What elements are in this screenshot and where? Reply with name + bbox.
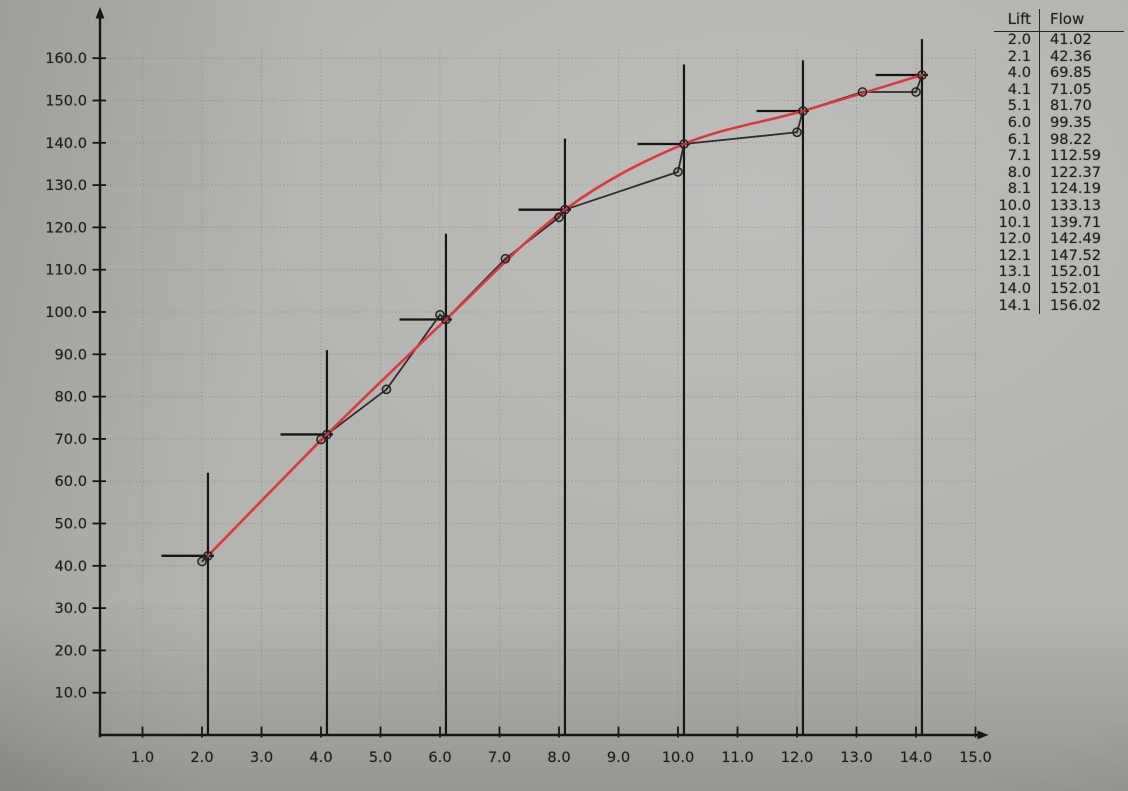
lift-flow-table-grid: Lift Flow 2.0 41.02 2.1 42.36 4.0 69.85 4.1 71.05…: [994, 9, 1124, 315]
x-axis-tick-label: 15.0: [959, 749, 992, 766]
data-point-marker: [792, 127, 802, 138]
data-point-marker: [911, 87, 921, 97]
x-axis-tick-label: 6.0: [428, 749, 451, 766]
x-axis-tick-label: 3.0: [250, 749, 273, 766]
lift-value: 4.0: [994, 65, 1040, 82]
lift-value: 8.0: [994, 164, 1040, 182]
y-axis-tick-label: 30.0: [55, 600, 88, 617]
data-point-marker: [679, 139, 689, 149]
flow-value: 71.05: [1050, 80, 1092, 98]
y-axis-tick-label: 150.0: [45, 93, 87, 110]
y-axis-tick-label: 120.0: [45, 219, 87, 236]
x-axis-tick-label: 8.0: [547, 749, 570, 766]
data-point-marker: [441, 314, 451, 325]
flow-column-header: Flow: [1040, 9, 1124, 32]
y-axis-tick-label: 110.0: [45, 262, 87, 279]
data-point-marker: [203, 550, 213, 561]
data-point-marker: [316, 434, 326, 445]
lift-value: 8.1: [994, 181, 1040, 198]
flow-value: 42.36: [1050, 47, 1092, 65]
data-point-marker: [554, 212, 564, 223]
flow-value: 112.59: [1050, 147, 1102, 165]
x-axis-tick-label: 7.0: [488, 749, 511, 766]
data-point-marker: [917, 70, 927, 80]
y-axis-tick-label: 100.0: [45, 304, 87, 321]
flow-value: 81.70: [1050, 97, 1092, 115]
y-axis-tick-label: 80.0: [55, 389, 88, 406]
flow-value: 139.71: [1050, 213, 1102, 231]
lift-value: 6.0: [994, 114, 1040, 132]
data-point-marker: [560, 204, 570, 215]
data-point-marker: [322, 429, 332, 440]
lift-value: 2.0: [994, 31, 1040, 49]
y-axis-tick-label: 160.0: [45, 50, 87, 67]
data-point-marker: [673, 167, 683, 177]
lift-value: 10.0: [994, 197, 1040, 215]
flow-value: 142.49: [1050, 230, 1102, 248]
lift-value: 12.0: [994, 231, 1040, 248]
lift-value: 4.1: [994, 81, 1040, 99]
flow-value: 152.01: [1050, 263, 1102, 281]
data-point-marker: [500, 253, 511, 264]
lift-value: 2.1: [994, 48, 1040, 66]
y-axis-arrow: [95, 7, 105, 19]
data-point-marker: [381, 384, 392, 395]
x-axis-tick-label: 13.0: [840, 749, 873, 766]
x-axis-tick-label: 9.0: [607, 749, 630, 766]
x-axis-tick-label: 2.0: [190, 749, 213, 766]
y-axis-tick-label: 50.0: [55, 516, 88, 533]
flow-value: 99.35: [1050, 113, 1092, 131]
flow-value: 98.22: [1050, 130, 1092, 148]
data-point-marker: [857, 87, 868, 97]
flow-value: 41.02: [1050, 31, 1092, 48]
lift-value: 10.1: [994, 214, 1040, 232]
flow-value: 124.19: [1050, 180, 1102, 198]
x-axis-tick-label: 14.0: [900, 749, 933, 766]
lift-column-header: Lift: [994, 9, 1040, 32]
flow-value: 69.85: [1050, 64, 1092, 82]
x-axis-tick-label: 10.0: [662, 749, 695, 766]
flow-value: 122.37: [1050, 163, 1102, 181]
data-point-marker: [798, 106, 808, 116]
lift-value: 12.1: [994, 247, 1040, 265]
y-axis-tick-label: 10.0: [55, 685, 88, 702]
lift-value: 6.1: [994, 131, 1040, 149]
lift-value: 7.1: [994, 148, 1040, 165]
y-axis-tick-label: 60.0: [55, 473, 88, 490]
y-axis-tick-label: 70.0: [55, 431, 88, 448]
y-axis-tick-label: 140.0: [45, 135, 87, 152]
y-axis-tick-label: 40.0: [55, 558, 88, 575]
x-axis-tick-label: 4.0: [309, 749, 332, 766]
x-axis-tick-label: 11.0: [721, 749, 754, 766]
flow-value: 147.52: [1050, 246, 1102, 264]
data-point-marker: [197, 556, 207, 567]
x-axis-arrow: [977, 730, 989, 740]
lift-flow-table: Lift Flow 2.0 41.02 2.1 42.36 4.0 69.85 4.1 71.05…: [994, 9, 1124, 315]
flow-value: 156.02: [1050, 296, 1102, 314]
lift-value: 5.1: [994, 98, 1040, 115]
x-axis-tick-label: 1.0: [131, 749, 154, 766]
y-axis-tick-label: 130.0: [45, 177, 87, 194]
lift-value: 14.0: [994, 280, 1040, 298]
flow-value: 152.01: [1050, 279, 1102, 297]
measured-flow-line: [201, 74, 923, 563]
flow-value: 133.13: [1050, 196, 1102, 214]
y-axis-tick-label: 90.0: [55, 346, 88, 363]
y-axis-tick-label: 20.0: [55, 642, 88, 659]
x-axis-tick-label: 5.0: [369, 749, 392, 766]
lift-value: 13.1: [994, 264, 1040, 281]
lift-value: 14.1: [994, 297, 1040, 315]
x-axis-tick-label: 12.0: [781, 749, 814, 766]
